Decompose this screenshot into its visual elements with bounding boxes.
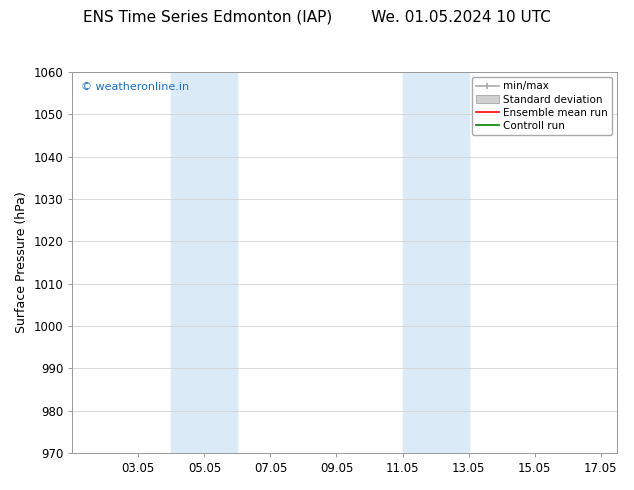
Bar	[403, 72, 469, 453]
Y-axis label: Surface Pressure (hPa): Surface Pressure (hPa)	[15, 192, 28, 333]
Text: ENS Time Series Edmonton (IAP)        We. 01.05.2024 10 UTC: ENS Time Series Edmonton (IAP) We. 01.05…	[83, 10, 551, 25]
Text: © weatheronline.in: © weatheronline.in	[81, 81, 189, 92]
Legend: min/max, Standard deviation, Ensemble mean run, Controll run: min/max, Standard deviation, Ensemble me…	[472, 77, 612, 135]
Bar	[171, 72, 237, 453]
